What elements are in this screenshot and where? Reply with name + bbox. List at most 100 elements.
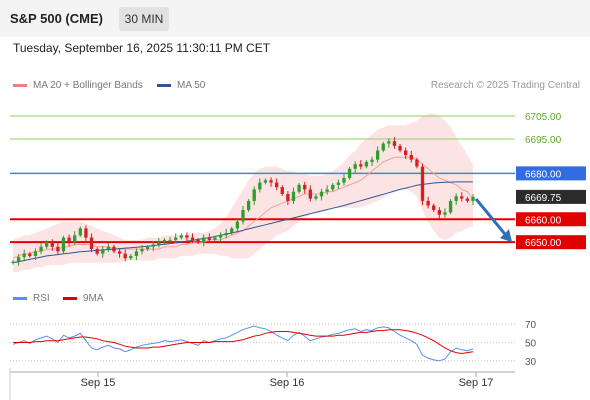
candle-body (370, 159, 374, 162)
candle-body (420, 166, 425, 201)
legend-rsi-label: RSI (33, 293, 50, 304)
candle-body (61, 237, 66, 252)
rsi-swatch (13, 296, 27, 300)
x-tick-label: Sep 16 (270, 377, 305, 389)
rsi-ma-line (13, 329, 474, 355)
candle-body (375, 150, 380, 160)
candle-body (286, 194, 290, 201)
legend-ma50: MA 50 (157, 80, 205, 91)
candle-body (207, 237, 212, 240)
candle-body (174, 237, 178, 240)
legend-ma20: MA 20 + Bollinger Bands (13, 80, 143, 91)
x-tick-label: Sep 15 (81, 377, 116, 389)
candle-body (44, 242, 49, 247)
legend-ma20-label: MA 20 + Bollinger Bands (33, 80, 143, 91)
candle-body (263, 180, 268, 183)
candle-body (437, 210, 442, 215)
level-label-6705.00: 6705.00 (525, 112, 562, 123)
legend-rsi: RSI (13, 293, 50, 304)
candle-body (50, 242, 54, 247)
candle-body (303, 184, 307, 190)
candle-body (325, 189, 329, 192)
candle-body (235, 221, 240, 229)
candle-body (319, 191, 324, 197)
ma50-line (12, 181, 473, 264)
candle-body (202, 237, 206, 243)
candle-body (67, 237, 71, 243)
candle-body (213, 237, 217, 240)
candle-body (398, 145, 402, 151)
candle-body (39, 246, 43, 252)
rsi-tick-50: 50 (525, 339, 537, 350)
candle-body (252, 189, 256, 201)
timeframe-badge[interactable]: 30 MIN (119, 7, 169, 31)
candle-body (426, 200, 430, 206)
candle-body (101, 249, 105, 254)
legend-ma50-label: MA 50 (177, 80, 206, 91)
level-label-6669.75: 6669.75 (525, 193, 562, 204)
candle-body (308, 189, 312, 199)
candle-body (465, 198, 470, 201)
candle-body (185, 235, 189, 238)
timestamp: Tuesday, September 16, 2025 11:30:11 PM … (13, 41, 271, 55)
level-label-6660.00: 6660.00 (525, 215, 562, 226)
candle-body (56, 246, 60, 252)
candle-body (89, 237, 94, 250)
candle-body (134, 251, 139, 256)
candle-body (73, 235, 77, 243)
candle-body (112, 246, 116, 252)
candle-body (274, 182, 279, 188)
candle-body (28, 253, 32, 256)
candle-body (151, 244, 155, 247)
candle-body (33, 251, 38, 256)
legend-9ma: 9MA (63, 293, 104, 304)
candle-body (454, 196, 458, 201)
top-bar (0, 0, 590, 37)
level-badge-6660.00 (516, 212, 586, 227)
candle-body (78, 228, 82, 236)
rsi-tick-70: 70 (525, 320, 537, 331)
research-credit: Research © 2025 Trading Central (430, 80, 580, 91)
candle-body (381, 143, 385, 151)
instrument-title: S&P 500 (CME) (10, 11, 103, 26)
candle-body (415, 159, 419, 167)
level-label-6650.00: 6650.00 (525, 238, 562, 249)
candle-body (140, 249, 144, 252)
rsi-line (12, 325, 474, 362)
candle-body (387, 141, 391, 144)
candle-body (117, 251, 122, 254)
level-badge-6669.75 (516, 189, 586, 204)
legend-9ma-label: 9MA (83, 293, 104, 304)
candle-body (443, 212, 447, 215)
candle-body (297, 184, 301, 192)
candle-body (162, 239, 167, 243)
candle-body (145, 246, 150, 250)
candle-body (353, 164, 357, 169)
level-label-6680.00: 6680.00 (525, 169, 562, 180)
ma50-swatch (157, 83, 171, 87)
candle-body (190, 237, 195, 240)
candle-body (241, 210, 245, 222)
candle-body (359, 164, 363, 167)
candle-body (471, 196, 475, 201)
candle-body (364, 161, 369, 167)
candle-body (448, 200, 453, 213)
candle-body (246, 200, 251, 211)
projection-arrow-head (500, 229, 512, 243)
candle-body (409, 155, 413, 160)
level-label-6695.00: 6695.00 (525, 135, 562, 146)
candle-body (336, 182, 341, 185)
level-badge-6680.00 (516, 166, 586, 181)
candle-body (280, 187, 284, 195)
candle-body (230, 228, 234, 234)
candle-body (129, 255, 133, 259)
level-badge-6650.00 (516, 235, 586, 250)
ma20-swatch (13, 83, 27, 87)
candle-body (84, 228, 88, 238)
bollinger-band (13, 113, 473, 272)
candle-body (123, 253, 127, 259)
projection-arrow-shaft (474, 197, 507, 236)
candle-body (11, 261, 15, 263)
candle-body (404, 150, 408, 156)
